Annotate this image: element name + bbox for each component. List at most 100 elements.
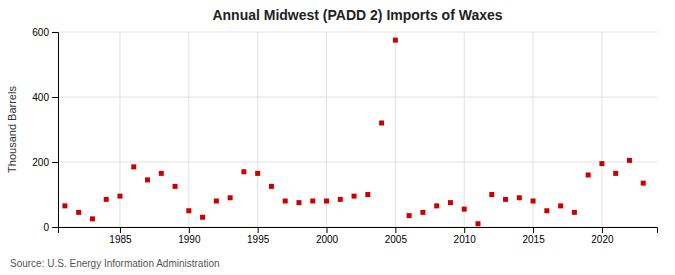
- point: [407, 213, 412, 218]
- x-tick-mark: [464, 227, 465, 233]
- y-tick-label: 0: [43, 222, 49, 233]
- point: [324, 199, 329, 204]
- y-grid-line: [58, 97, 657, 98]
- point: [379, 121, 384, 126]
- point: [599, 161, 604, 166]
- point: [214, 199, 219, 204]
- x-tick: 2005: [385, 227, 408, 245]
- point: [200, 215, 205, 220]
- y-tick-mark: [52, 162, 58, 163]
- point: [572, 210, 577, 215]
- x-tick-mark: [258, 227, 259, 233]
- y-tick-mark: [52, 97, 58, 98]
- x-tick-mark: [189, 227, 190, 233]
- x-tick: 1985: [109, 227, 132, 245]
- point: [544, 208, 549, 213]
- point: [365, 192, 370, 197]
- y-tick: 200: [32, 157, 58, 168]
- x-tick: 2015: [522, 227, 545, 245]
- y-tick-label: 600: [32, 27, 49, 38]
- point: [627, 158, 632, 163]
- x-grid-line: [464, 32, 465, 227]
- y-grid-line: [58, 162, 657, 163]
- y-tick-label: 400: [32, 92, 49, 103]
- point: [145, 177, 150, 182]
- point: [186, 208, 191, 213]
- point: [296, 200, 301, 205]
- x-tick-mark: [120, 227, 121, 233]
- x-tick: 2020: [591, 227, 614, 245]
- x-tick-mark: [395, 227, 396, 233]
- point: [531, 199, 536, 204]
- x-tick: 1995: [247, 227, 270, 245]
- point: [613, 171, 618, 176]
- x-grid-line: [188, 32, 189, 227]
- point: [310, 199, 315, 204]
- x-tick: 2000: [316, 227, 339, 245]
- point: [117, 194, 122, 199]
- point: [489, 192, 494, 197]
- x-grid-line: [257, 32, 258, 227]
- x-tick-mark: [327, 227, 328, 233]
- chart-svg: 1985 1990 1995 2000 2005 2010 2015 2020 0 200 400 6…: [0, 0, 675, 275]
- x-tick-label: 2010: [454, 234, 477, 245]
- point: [338, 197, 343, 202]
- point: [104, 197, 109, 202]
- y-tick-mark: [52, 227, 58, 228]
- annotation: Source: U.S. Energy Information Administ…: [10, 258, 220, 269]
- points: [62, 38, 645, 227]
- point: [352, 194, 357, 199]
- point: [62, 203, 67, 208]
- point: [517, 195, 522, 200]
- y-tick: 600: [32, 27, 58, 38]
- y-tick-mark: [52, 32, 58, 33]
- x-tick-label: 1985: [109, 234, 132, 245]
- point: [173, 184, 178, 189]
- point: [241, 169, 246, 174]
- point: [503, 197, 508, 202]
- point: [448, 200, 453, 205]
- y-axis: 0 200 400 600: [32, 27, 58, 233]
- y-axis-line: [52, 33, 59, 228]
- y-grid-line: [58, 32, 657, 33]
- x-grid-line: [395, 32, 396, 227]
- x-tick-label: 2020: [591, 234, 614, 245]
- point: [159, 171, 164, 176]
- point: [641, 181, 646, 186]
- x-grid-line: [533, 32, 534, 227]
- x-tick-label: 2005: [385, 234, 408, 245]
- plot-area: 1985 1990 1995 2000 2005 2010 2015 2020 0 200 400 6…: [32, 27, 657, 245]
- point: [462, 207, 467, 212]
- point: [255, 171, 260, 176]
- x-grid-line: [326, 32, 327, 227]
- y-tick-label: 200: [32, 157, 49, 168]
- point: [269, 184, 274, 189]
- y-tick: 0: [43, 222, 58, 233]
- x-tick-label: 2015: [522, 234, 545, 245]
- x-tick-label: 1990: [178, 234, 201, 245]
- x-tick-mark: [533, 227, 534, 233]
- x-tick-label: 2000: [316, 234, 339, 245]
- point: [76, 210, 81, 215]
- x-axis: 1985 1990 1995 2000 2005 2010 2015 2020: [59, 227, 658, 245]
- x-tick-label: 1995: [247, 234, 270, 245]
- point: [131, 164, 136, 169]
- title: Annual Midwest (PADD 2) Imports of Waxes: [212, 7, 502, 23]
- x-grid-line: [601, 32, 602, 227]
- point: [586, 173, 591, 178]
- y-tick: 400: [32, 92, 58, 103]
- point: [90, 216, 95, 221]
- point: [228, 195, 233, 200]
- y-axis-label: Thousand Barrels: [6, 86, 18, 173]
- x-axis-line: [59, 228, 658, 234]
- point: [475, 221, 480, 226]
- point: [393, 38, 398, 43]
- point: [434, 203, 439, 208]
- x-tick: 1990: [178, 227, 201, 245]
- point: [420, 210, 425, 215]
- x-tick-mark: [602, 227, 603, 233]
- point: [558, 203, 563, 208]
- x-tick: 2010: [454, 227, 477, 245]
- point: [283, 199, 288, 204]
- grid: [58, 32, 657, 227]
